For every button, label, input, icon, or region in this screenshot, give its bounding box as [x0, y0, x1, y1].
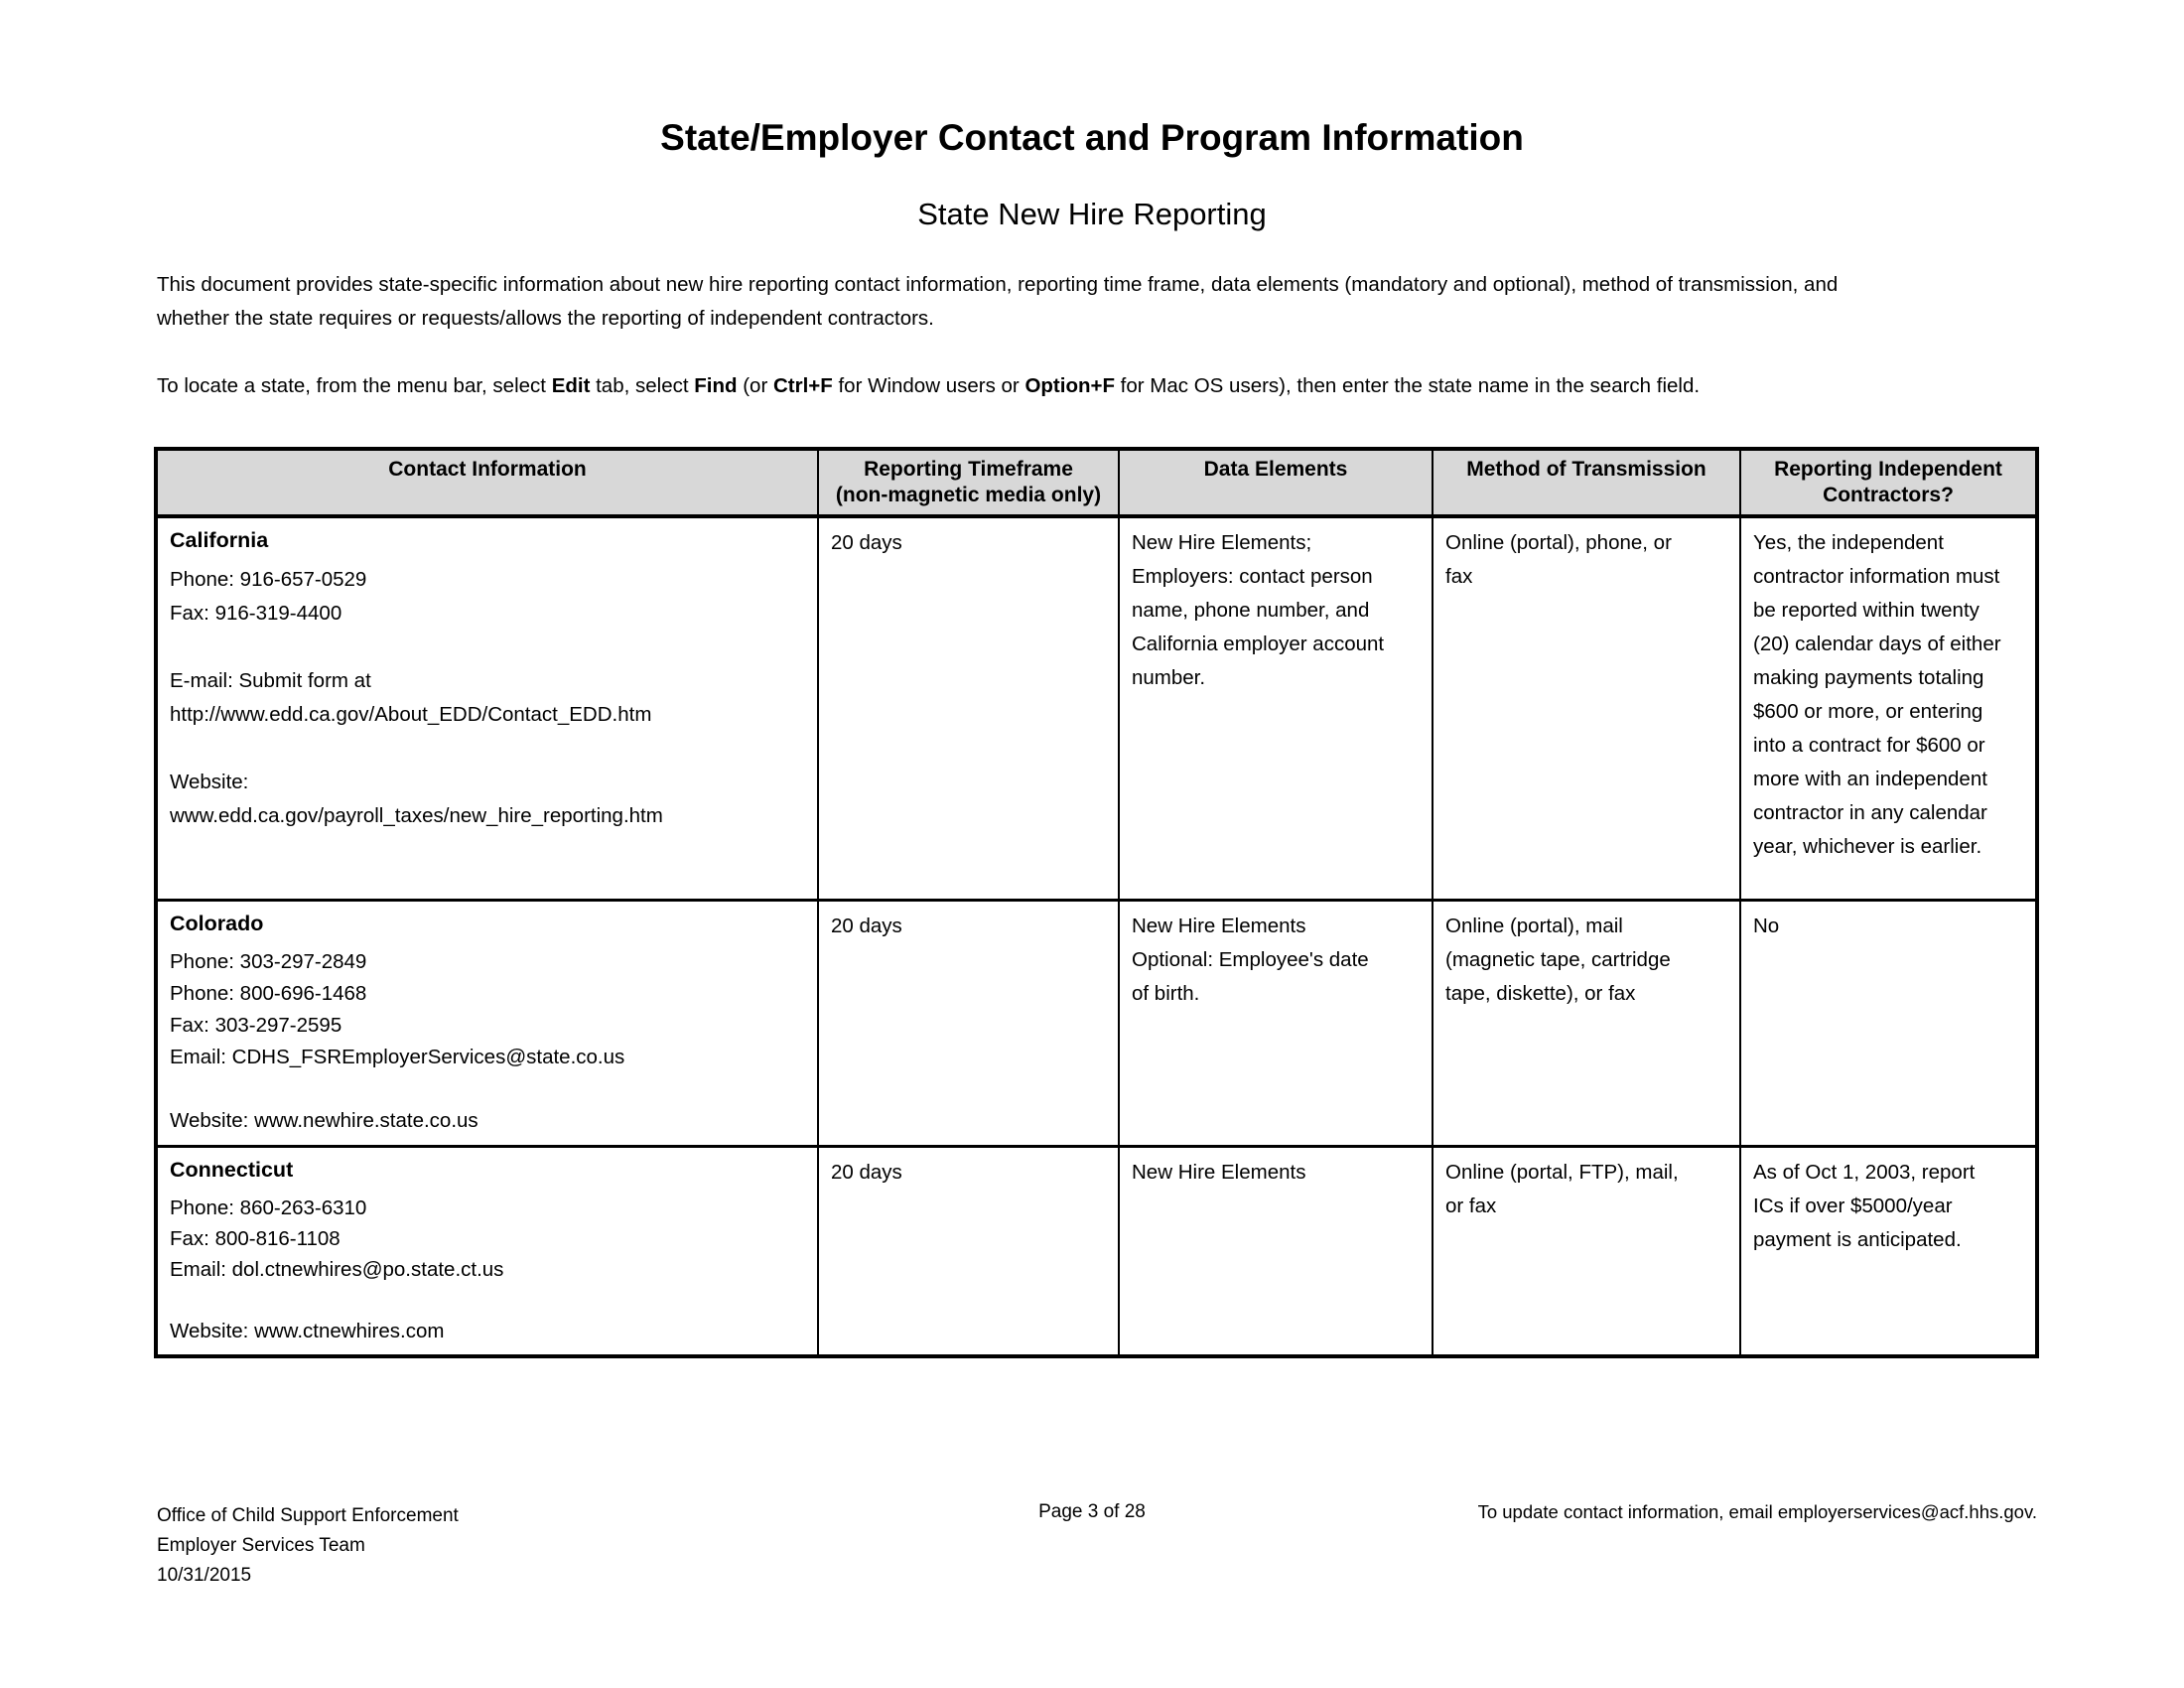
header-reporting-independent-contractors: Reporting Independent Contractors? — [1739, 447, 2038, 518]
independent-contractors-cell: No — [1739, 898, 2038, 1148]
shortcut-ctrl-f: Ctrl+F — [772, 374, 833, 397]
page-title: State/Employer Contact and Program Infor… — [660, 117, 1524, 158]
timeframe-value: 20 days — [831, 531, 902, 554]
data-elements-value: New Hire Elements; Employers: contact pe… — [1132, 531, 1385, 689]
independent-contractors-value: Yes, the independent contractor informat… — [1753, 531, 2001, 858]
contact-cell: California Phone: 916-657-0529 Fax: 916-… — [155, 514, 819, 902]
footer-organization-info: Office of Child Support Enforcement Empl… — [157, 1505, 459, 1586]
independent-contractors-cell: As of Oct 1, 2003, report ICs if over $5… — [1739, 1144, 2038, 1357]
header-reporting-timeframe: Reporting Timeframe (non-magnetic media … — [817, 447, 1120, 518]
timeframe-cell: 20 days — [817, 1144, 1120, 1357]
footer-update-contact-note: To update contact information, email emp… — [1477, 1501, 2037, 1522]
contact-details: Phone: 860-263-6310 Fax: 800-816-1108 Em… — [170, 1196, 504, 1342]
menu-find-label: Find — [694, 374, 738, 397]
search-instructions-paragraph: To locate a state, from the menu bar, se… — [157, 369, 2083, 403]
data-elements-value: New Hire Elements Optional: Employee's d… — [1132, 914, 1369, 1005]
timeframe-cell: 20 days — [817, 514, 1120, 902]
menu-edit-label: Edit — [551, 374, 591, 397]
instruction-text: for Mac OS users), then enter the state … — [1114, 374, 1701, 397]
timeframe-value: 20 days — [831, 1160, 902, 1184]
header-contact-information: Contact Information — [155, 447, 819, 518]
instruction-text: tab, select — [590, 374, 695, 397]
shortcut-option-f: Option+F — [1024, 374, 1115, 397]
data-elements-value: New Hire Elements — [1132, 1160, 1306, 1184]
header-method-of-transmission: Method of Transmission — [1432, 447, 1741, 518]
data-elements-cell: New Hire Elements Optional: Employee's d… — [1118, 898, 1433, 1148]
state-info-table: Contact Information Reporting Timeframe … — [154, 447, 2039, 1358]
transmission-cell: Online (portal), phone, or fax — [1432, 514, 1741, 902]
state-name: Connecticut — [170, 1157, 294, 1182]
footer-page-number: Page 3 of 28 — [1038, 1501, 1146, 1522]
contact-details: Phone: 916-657-0529 Fax: 916-319-4400 E-… — [170, 568, 663, 827]
table-row-california: California Phone: 916-657-0529 Fax: 916-… — [155, 514, 2038, 902]
header-data-elements: Data Elements — [1118, 447, 1433, 518]
state-name: Colorado — [170, 911, 264, 935]
table-header-row: Contact Information Reporting Timeframe … — [155, 447, 2038, 518]
contact-details: Phone: 303-297-2849 Phone: 800-696-1468 … — [170, 949, 625, 1132]
timeframe-cell: 20 days — [817, 898, 1120, 1148]
table-row-colorado: Colorado Phone: 303-297-2849 Phone: 800-… — [155, 898, 2038, 1148]
transmission-value: Online (portal, FTP), mail, or fax — [1445, 1160, 1679, 1217]
transmission-cell: Online (portal), mail (magnetic tape, ca… — [1432, 898, 1741, 1148]
instruction-text: for Window users or — [832, 374, 1025, 397]
independent-contractors-value: As of Oct 1, 2003, report ICs if over $5… — [1753, 1160, 1976, 1251]
independent-contractors-value: No — [1753, 914, 1780, 937]
data-elements-cell: New Hire Elements; Employers: contact pe… — [1118, 514, 1433, 902]
transmission-value: Online (portal), mail (magnetic tape, ca… — [1445, 914, 1671, 1005]
intro-paragraph: This document provides state-specific in… — [157, 273, 1839, 330]
transmission-value: Online (portal), phone, or fax — [1445, 531, 1672, 588]
state-name: California — [170, 528, 269, 552]
data-elements-cell: New Hire Elements — [1118, 1144, 1433, 1357]
instruction-text: To locate a state, from the menu bar, se… — [157, 374, 552, 397]
table-row-connecticut: Connecticut Phone: 860-263-6310 Fax: 800… — [155, 1144, 2038, 1357]
contact-cell: Colorado Phone: 303-297-2849 Phone: 800-… — [155, 898, 819, 1148]
contact-cell: Connecticut Phone: 860-263-6310 Fax: 800… — [155, 1144, 819, 1357]
transmission-cell: Online (portal, FTP), mail, or fax — [1432, 1144, 1741, 1357]
timeframe-value: 20 days — [831, 914, 902, 937]
page-subtitle: State New Hire Reporting — [917, 197, 1267, 231]
independent-contractors-cell: Yes, the independent contractor informat… — [1739, 514, 2038, 902]
instruction-text: (or — [737, 374, 773, 397]
